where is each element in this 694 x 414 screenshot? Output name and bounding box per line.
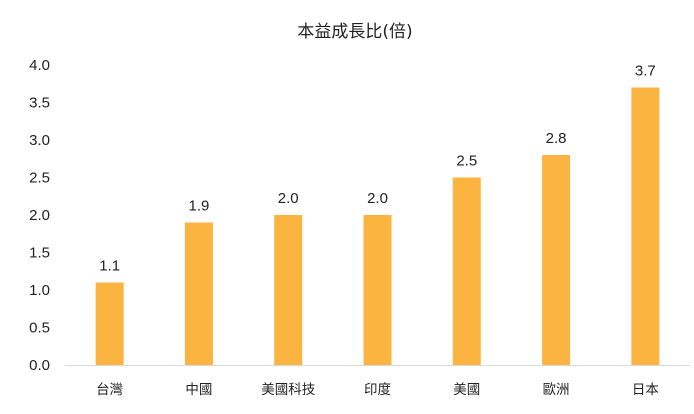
y-tick-label: 2.0 <box>29 207 50 224</box>
data-label: 2.0 <box>367 190 388 207</box>
bar <box>631 87 660 365</box>
y-tick-label: 4.0 <box>29 57 50 74</box>
data-label: 2.0 <box>278 190 299 207</box>
y-tick-label: 0.0 <box>29 357 50 374</box>
bar <box>95 282 124 365</box>
data-label: 1.1 <box>99 258 120 275</box>
x-tick-label: 美國 <box>453 382 480 398</box>
bar <box>363 215 392 365</box>
x-tick-label: 日本 <box>632 382 659 398</box>
x-tick-label: 歐洲 <box>543 382 570 398</box>
y-axis: 0.0 0.5 1.0 1.5 2.0 2.5 3.0 3.5 4.0 <box>29 57 50 374</box>
x-tick-label: 印度 <box>364 382 391 398</box>
y-tick-label: 3.5 <box>29 95 50 112</box>
y-tick-label: 1.5 <box>29 245 50 262</box>
bar <box>452 177 481 365</box>
chart-title: 本益成長比(倍) <box>297 22 412 42</box>
x-axis: 台灣 中國 美國科技 印度 美國 歐洲 日本 <box>65 365 690 398</box>
y-tick-label: 1.0 <box>29 282 50 299</box>
bars <box>95 87 660 365</box>
data-label: 3.7 <box>635 63 656 80</box>
bar <box>274 215 303 365</box>
y-tick-label: 3.0 <box>29 132 50 149</box>
x-tick-label: 中國 <box>185 382 212 398</box>
data-label: 2.8 <box>546 130 567 147</box>
data-label: 2.5 <box>456 153 477 170</box>
data-label: 1.9 <box>188 198 209 215</box>
y-tick-label: 0.5 <box>29 320 50 337</box>
bar <box>184 222 213 365</box>
x-tick-label: 台灣 <box>96 382 123 398</box>
bar <box>542 155 571 365</box>
y-tick-label: 2.5 <box>29 170 50 187</box>
data-labels: 1.1 1.9 2.0 2.0 2.5 2.8 3.7 <box>99 63 656 275</box>
x-tick-label: 美國科技 <box>261 382 315 398</box>
